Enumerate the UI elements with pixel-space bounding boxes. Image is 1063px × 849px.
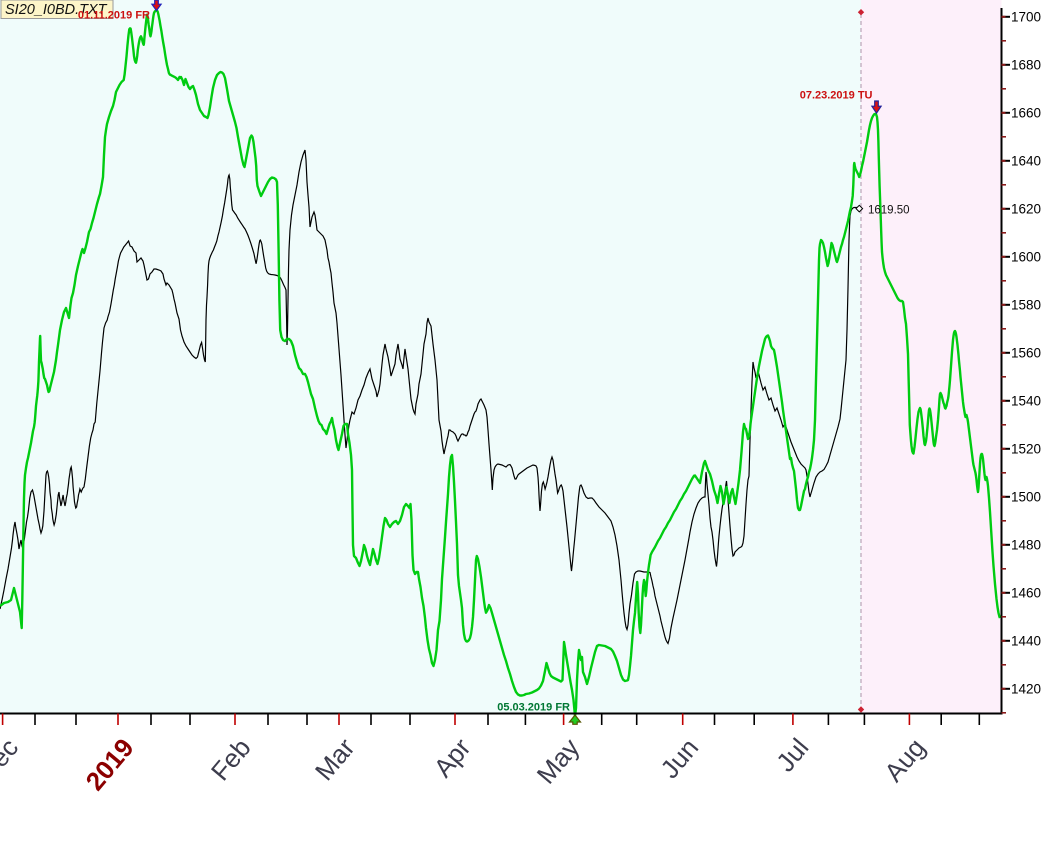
svg-text:1620: 1620: [1011, 201, 1041, 216]
svg-text:1700: 1700: [1011, 9, 1041, 24]
svg-text:05.03.2019 FR: 05.03.2019 FR: [497, 702, 570, 714]
svg-text:1540: 1540: [1011, 393, 1041, 408]
svg-text:1660: 1660: [1011, 105, 1041, 120]
svg-text:1500: 1500: [1011, 489, 1041, 504]
svg-text:1420: 1420: [1011, 681, 1041, 696]
svg-text:SI20_I0BD.TXT: SI20_I0BD.TXT: [5, 2, 108, 18]
svg-text:01.11.2019 FR: 01.11.2019 FR: [78, 10, 150, 22]
svg-text:07.23.2019 TU: 07.23.2019 TU: [800, 90, 873, 102]
svg-text:1560: 1560: [1011, 345, 1041, 360]
svg-text:1619.50: 1619.50: [868, 205, 910, 217]
svg-text:1480: 1480: [1011, 537, 1041, 552]
svg-text:1440: 1440: [1011, 633, 1041, 648]
svg-text:1520: 1520: [1011, 441, 1041, 456]
svg-text:1680: 1680: [1011, 57, 1041, 72]
svg-text:1640: 1640: [1011, 153, 1041, 168]
svg-text:1460: 1460: [1011, 585, 1041, 600]
svg-text:1600: 1600: [1011, 249, 1041, 264]
svg-text:1580: 1580: [1011, 297, 1041, 312]
